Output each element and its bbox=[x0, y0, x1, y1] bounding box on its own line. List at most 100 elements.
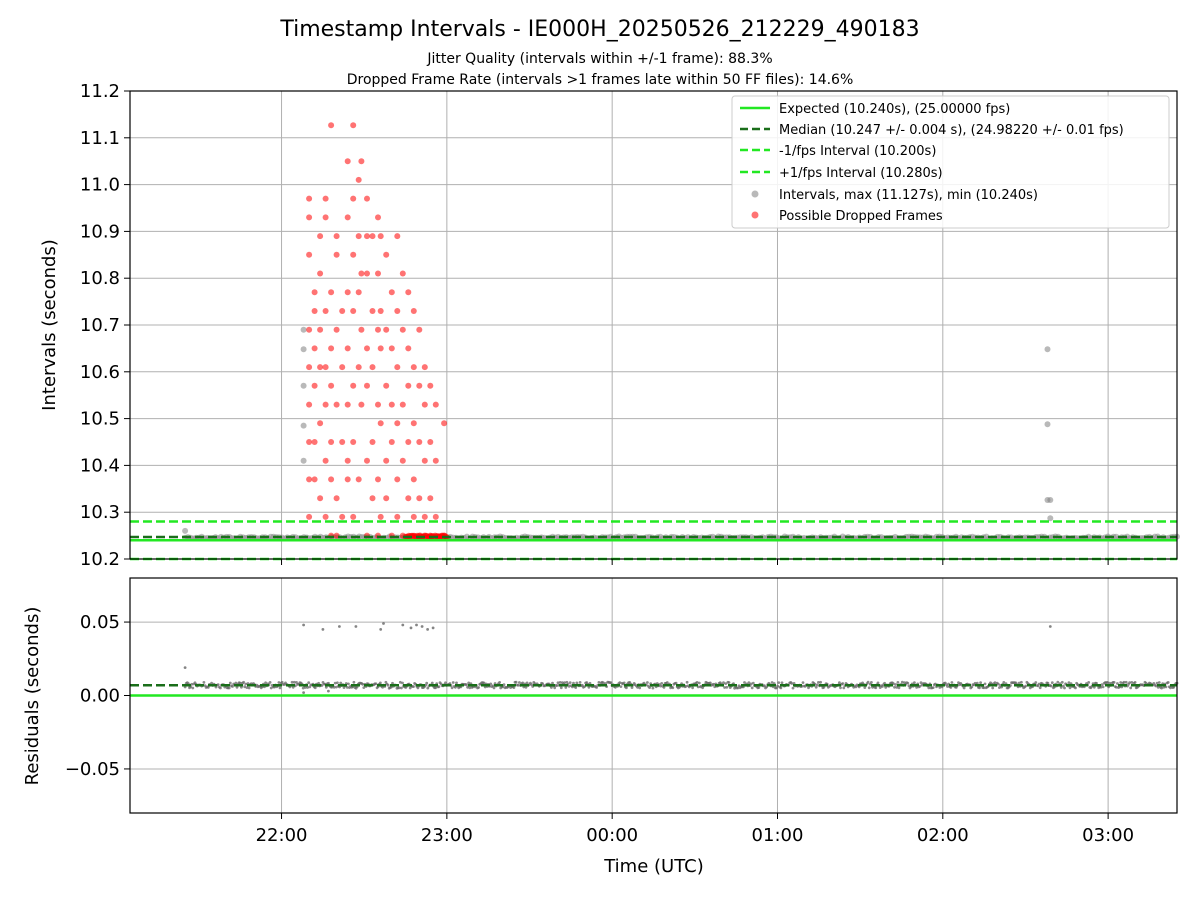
residuals-baseline-point bbox=[697, 681, 701, 685]
residuals-baseline-point bbox=[979, 681, 982, 685]
residuals-baseline-point bbox=[1160, 686, 1163, 690]
residuals-baseline-point bbox=[876, 681, 880, 685]
intervals-data-point bbox=[306, 251, 313, 258]
residuals-baseline-point bbox=[334, 685, 338, 689]
residuals-baseline-point bbox=[884, 686, 888, 689]
residuals-baseline-point bbox=[468, 686, 472, 690]
intervals-data-point bbox=[377, 513, 384, 520]
residuals-baseline-point bbox=[524, 685, 528, 689]
residuals-baseline-point bbox=[950, 681, 954, 684]
intervals-data-point bbox=[339, 513, 346, 520]
intervals-data-point bbox=[311, 289, 318, 296]
residuals-baseline-point bbox=[550, 686, 553, 689]
residuals-baseline-point bbox=[1124, 680, 1128, 684]
residuals-baseline-point bbox=[245, 686, 249, 689]
intervals-data-point bbox=[421, 457, 428, 464]
intervals-data-point bbox=[432, 457, 439, 464]
intervals-data-point bbox=[328, 439, 335, 445]
residuals-baseline-point bbox=[595, 686, 598, 689]
residuals-baseline-point bbox=[674, 681, 678, 685]
intervals-data-point bbox=[369, 495, 376, 502]
residuals-baseline-point bbox=[278, 686, 282, 690]
residuals-baseline-point bbox=[264, 681, 267, 685]
intervals-data-point bbox=[1047, 497, 1054, 503]
residuals-baseline-point bbox=[425, 681, 429, 685]
residuals-baseline-point bbox=[646, 681, 649, 684]
intervals-data-point bbox=[410, 420, 417, 427]
intervals-data-point bbox=[322, 214, 329, 221]
intervals-data-point bbox=[306, 401, 313, 408]
intervals-data-point bbox=[416, 382, 423, 389]
intervals-data-point bbox=[427, 382, 434, 389]
residuals-baseline-point bbox=[1050, 681, 1054, 685]
residuals-baseline-point bbox=[491, 684, 495, 688]
residuals-baseline-point bbox=[1119, 681, 1123, 684]
residuals-baseline-point bbox=[1172, 685, 1176, 689]
residuals-baseline-point bbox=[244, 682, 248, 686]
residuals-baseline-point bbox=[814, 685, 818, 689]
residuals-baseline-point bbox=[978, 686, 981, 690]
residuals-baseline-point bbox=[336, 681, 339, 685]
intervals-data-point bbox=[311, 439, 318, 445]
residuals-baseline-point bbox=[301, 686, 305, 690]
residuals-baseline-point bbox=[191, 686, 195, 690]
residuals-baseline-point bbox=[243, 685, 247, 689]
intervals-data-point bbox=[410, 308, 417, 314]
intervals-data-point bbox=[405, 289, 412, 296]
residuals-baseline-point bbox=[817, 681, 820, 684]
intervals-data-point bbox=[410, 513, 417, 520]
residuals-baseline-point bbox=[614, 685, 617, 689]
intervals-data-point bbox=[421, 513, 428, 520]
residuals-baseline-point bbox=[597, 681, 601, 684]
legend-label-median: Median (10.247 +/- 0.004 s), (24.98220 +… bbox=[779, 123, 1124, 138]
residuals-baseline-point bbox=[512, 686, 516, 689]
residuals-baseline-point bbox=[1060, 680, 1064, 684]
residuals-baseline-point bbox=[339, 681, 343, 685]
intervals-data-point bbox=[311, 345, 318, 352]
intervals-data-point bbox=[322, 401, 329, 408]
residuals-baseline-point bbox=[983, 682, 987, 686]
legend-box bbox=[731, 95, 1170, 229]
intervals-data-point bbox=[344, 476, 351, 483]
residuals-baseline-point bbox=[307, 681, 311, 685]
residuals-baseline-point bbox=[970, 685, 974, 689]
residuals-baseline-point bbox=[361, 682, 365, 686]
residuals-y-tick-label: 0.00 bbox=[80, 686, 120, 707]
intervals-data-point bbox=[306, 214, 313, 221]
intervals-data-point bbox=[344, 289, 351, 296]
intervals-data-point bbox=[317, 326, 324, 333]
residuals-baseline-point bbox=[975, 681, 979, 685]
intervals-data-point bbox=[394, 513, 401, 520]
intervals-data-point bbox=[388, 289, 395, 296]
intervals-data-point bbox=[375, 326, 381, 333]
intervals-data-point bbox=[358, 401, 365, 408]
intervals-data-point bbox=[364, 233, 370, 240]
intervals-y-tick-label: 10.2 bbox=[80, 549, 120, 570]
intervals-data-point bbox=[441, 420, 448, 427]
residuals-baseline-point bbox=[863, 686, 867, 689]
intervals-data-point bbox=[333, 495, 340, 502]
residuals-data-point bbox=[183, 666, 187, 669]
residuals-baseline-point bbox=[622, 681, 626, 685]
intervals-data-point bbox=[427, 495, 434, 502]
intervals-data-point bbox=[344, 457, 351, 464]
intervals-data-point bbox=[300, 422, 307, 429]
intervals-data-point bbox=[339, 364, 346, 371]
intervals-data-point bbox=[416, 326, 423, 333]
residuals-baseline-point bbox=[791, 686, 795, 690]
intervals-data-point bbox=[317, 495, 324, 502]
residuals-baseline-point bbox=[1156, 685, 1160, 689]
residuals-baseline-point bbox=[727, 681, 731, 684]
intervals-data-point bbox=[388, 439, 395, 445]
intervals-data-point bbox=[388, 401, 395, 408]
residuals-baseline-point bbox=[492, 686, 496, 690]
intervals-data-point bbox=[344, 401, 351, 408]
residuals-baseline-point bbox=[838, 681, 841, 685]
intervals-data-point bbox=[333, 401, 340, 408]
residuals-baseline-point bbox=[238, 681, 242, 685]
residuals-baseline-point bbox=[648, 686, 651, 689]
intervals-data-point bbox=[416, 495, 423, 502]
intervals-data-point bbox=[306, 195, 313, 202]
residuals-baseline-point bbox=[467, 681, 471, 685]
